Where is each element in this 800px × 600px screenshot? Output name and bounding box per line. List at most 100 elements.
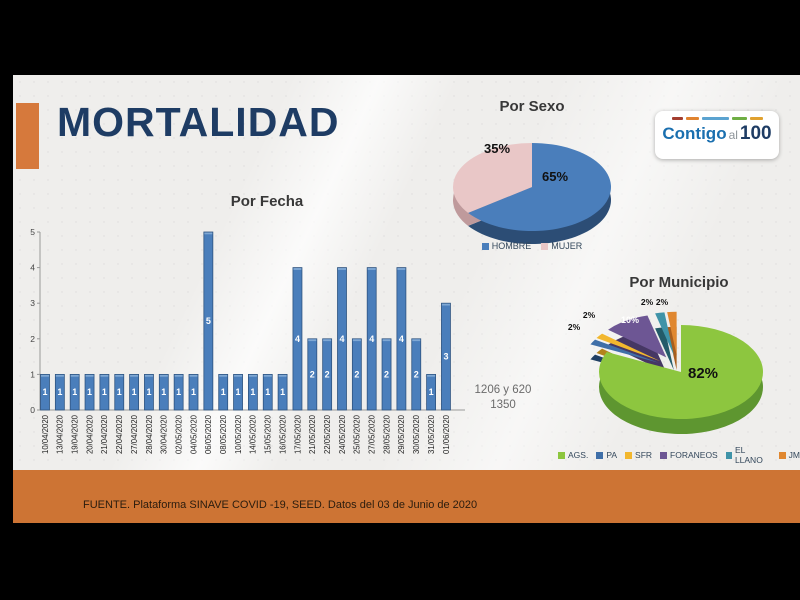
- logo-dashes: [655, 117, 779, 120]
- date-tick-label: 14/05/2020: [249, 414, 258, 454]
- date-tick-label: 28/05/2020: [382, 414, 391, 454]
- pie-slice-pa: [590, 339, 659, 363]
- date-tick-label: 06/05/2020: [204, 414, 213, 454]
- bar: [381, 338, 392, 411]
- bar-value-label: 4: [399, 334, 404, 344]
- legend-swatch-hombre: [481, 242, 489, 250]
- pie-slice-jm: [667, 311, 677, 356]
- y-tick-label: 1: [30, 369, 35, 379]
- date-tick-label: 30/04/2020: [160, 414, 169, 454]
- legend-swatch: [660, 451, 668, 459]
- pie-muni-label-elllano: 2%: [640, 297, 654, 307]
- bar: [99, 373, 110, 411]
- pie-municipio-legend: AGS. PA SFR FORANEOS EL LLANO JM: [558, 445, 800, 465]
- y-tick-label: 4: [30, 263, 35, 273]
- date-tick-label: 21/04/2020: [100, 414, 109, 454]
- pie-sexo-label-hombre: 65%: [541, 169, 569, 184]
- bar-value-label: 1: [72, 387, 77, 397]
- bar: [129, 373, 139, 411]
- pie-slice-foraneos: [608, 315, 667, 358]
- date-tick-label: 15/05/2020: [264, 414, 273, 454]
- bar: [292, 267, 303, 411]
- date-tick-label: 27/05/2020: [368, 414, 377, 454]
- date-tick-label: 19/04/2020: [71, 414, 80, 454]
- logo-text-al: al: [728, 128, 738, 142]
- pie-muni-label-ags: 82%: [687, 365, 719, 382]
- y-tick-label: 3: [30, 298, 35, 308]
- bar-value-label: 3: [443, 352, 448, 362]
- pie-muni-label-sfr: 2%: [582, 310, 596, 320]
- legend-item-jm: JM: [778, 450, 800, 460]
- bar: [396, 267, 407, 411]
- bar-value-label: 4: [295, 334, 300, 344]
- bar: [307, 338, 318, 411]
- page-title: MORTALIDAD: [57, 99, 340, 145]
- logo-dash: [671, 117, 683, 120]
- legend-swatch: [558, 451, 565, 459]
- bar-value-label: 1: [221, 387, 226, 397]
- bar-top-highlight: [85, 374, 94, 377]
- pie-municipio-title: Por Municipio: [629, 274, 729, 291]
- bar-chart-por-fecha: Por Fecha 0 1 2 3 4 5 1 10/04/2020 1 13/04/2020 1 1…: [27, 185, 485, 487]
- logo-text-100: 100: [739, 123, 772, 144]
- date-tick-label: 21/05/2020: [308, 414, 317, 454]
- bar-value-label: 1: [42, 387, 47, 397]
- bar-top-highlight: [278, 374, 287, 377]
- bar: [84, 373, 95, 411]
- bar: [158, 373, 169, 411]
- bar: [366, 267, 377, 411]
- date-tick-label: 04/05/2020: [189, 414, 198, 454]
- bar-value-label: 4: [339, 334, 344, 344]
- y-tick-label: 5: [30, 227, 35, 237]
- y-tick-label: 0: [30, 405, 35, 415]
- bar-top-highlight: [55, 374, 64, 377]
- date-tick-label: 22/05/2020: [323, 414, 332, 454]
- pie-slice-elllano: [655, 312, 674, 356]
- date-tick-label: 27/04/2020: [130, 414, 139, 454]
- bar-chart-title: Por Fecha: [230, 193, 304, 210]
- bar-top-highlight: [263, 374, 272, 377]
- bar-top-highlight: [338, 268, 346, 270]
- bar-top-highlight: [352, 339, 361, 342]
- bar-top-highlight: [130, 374, 139, 377]
- bar-chart-plot: 012345110/04/2020113/04/2020119/04/20201…: [30, 227, 465, 454]
- bar-top-highlight: [100, 374, 109, 377]
- pie-slice-wall-elllano: [655, 327, 674, 371]
- pie-chart-por-municipio: Por Municipio 82% 2% 2% 10% 2% 2% AGS. PA…: [558, 270, 800, 475]
- bar-top-highlight: [115, 374, 124, 377]
- bar: [277, 373, 288, 411]
- legend-label-hombre: HOMBRE: [491, 241, 532, 251]
- pie-muni-label-jm: 2%: [655, 297, 669, 307]
- bar-value-label: 1: [132, 387, 137, 397]
- date-tick-label: 16/05/2020: [278, 414, 287, 454]
- date-tick-label: 22/04/2020: [115, 414, 124, 454]
- pie-municipio-plot: [590, 311, 763, 434]
- bar: [218, 373, 229, 411]
- bar: [233, 373, 243, 411]
- date-tick-label: 17/05/2020: [293, 414, 302, 454]
- bar-top-highlight: [323, 339, 332, 342]
- legend-item-sfr: SFR: [625, 450, 652, 460]
- legend-swatch: [625, 451, 633, 459]
- y-tick-label: 2: [30, 334, 35, 344]
- bar: [262, 373, 273, 411]
- bar: [441, 302, 451, 411]
- date-tick-label: 30/05/2020: [412, 414, 421, 454]
- legend-item-elllano: EL LLANO: [725, 445, 771, 465]
- bar: [351, 338, 362, 411]
- bar: [188, 373, 199, 411]
- legend-item-foraneos: FORANEOS: [660, 450, 718, 460]
- bar-value-label: 1: [146, 387, 151, 397]
- pie-sexo-label-mujer: 35%: [483, 141, 511, 156]
- bar-value-label: 2: [310, 369, 315, 379]
- case-counts-line2: 1350: [490, 399, 516, 411]
- bar-value-label: 1: [250, 387, 255, 397]
- logo-wordmark: Contigo al 100: [655, 123, 779, 145]
- bar-value-label: 2: [414, 369, 419, 379]
- bar-value-label: 1: [161, 387, 166, 397]
- logo-dash: [685, 117, 699, 120]
- source-footer-bar: FUENTE. Plataforma SINAVE COVID -19, SEE…: [13, 470, 800, 523]
- date-tick-label: 28/04/2020: [145, 414, 154, 454]
- bar-top-highlight: [427, 374, 436, 377]
